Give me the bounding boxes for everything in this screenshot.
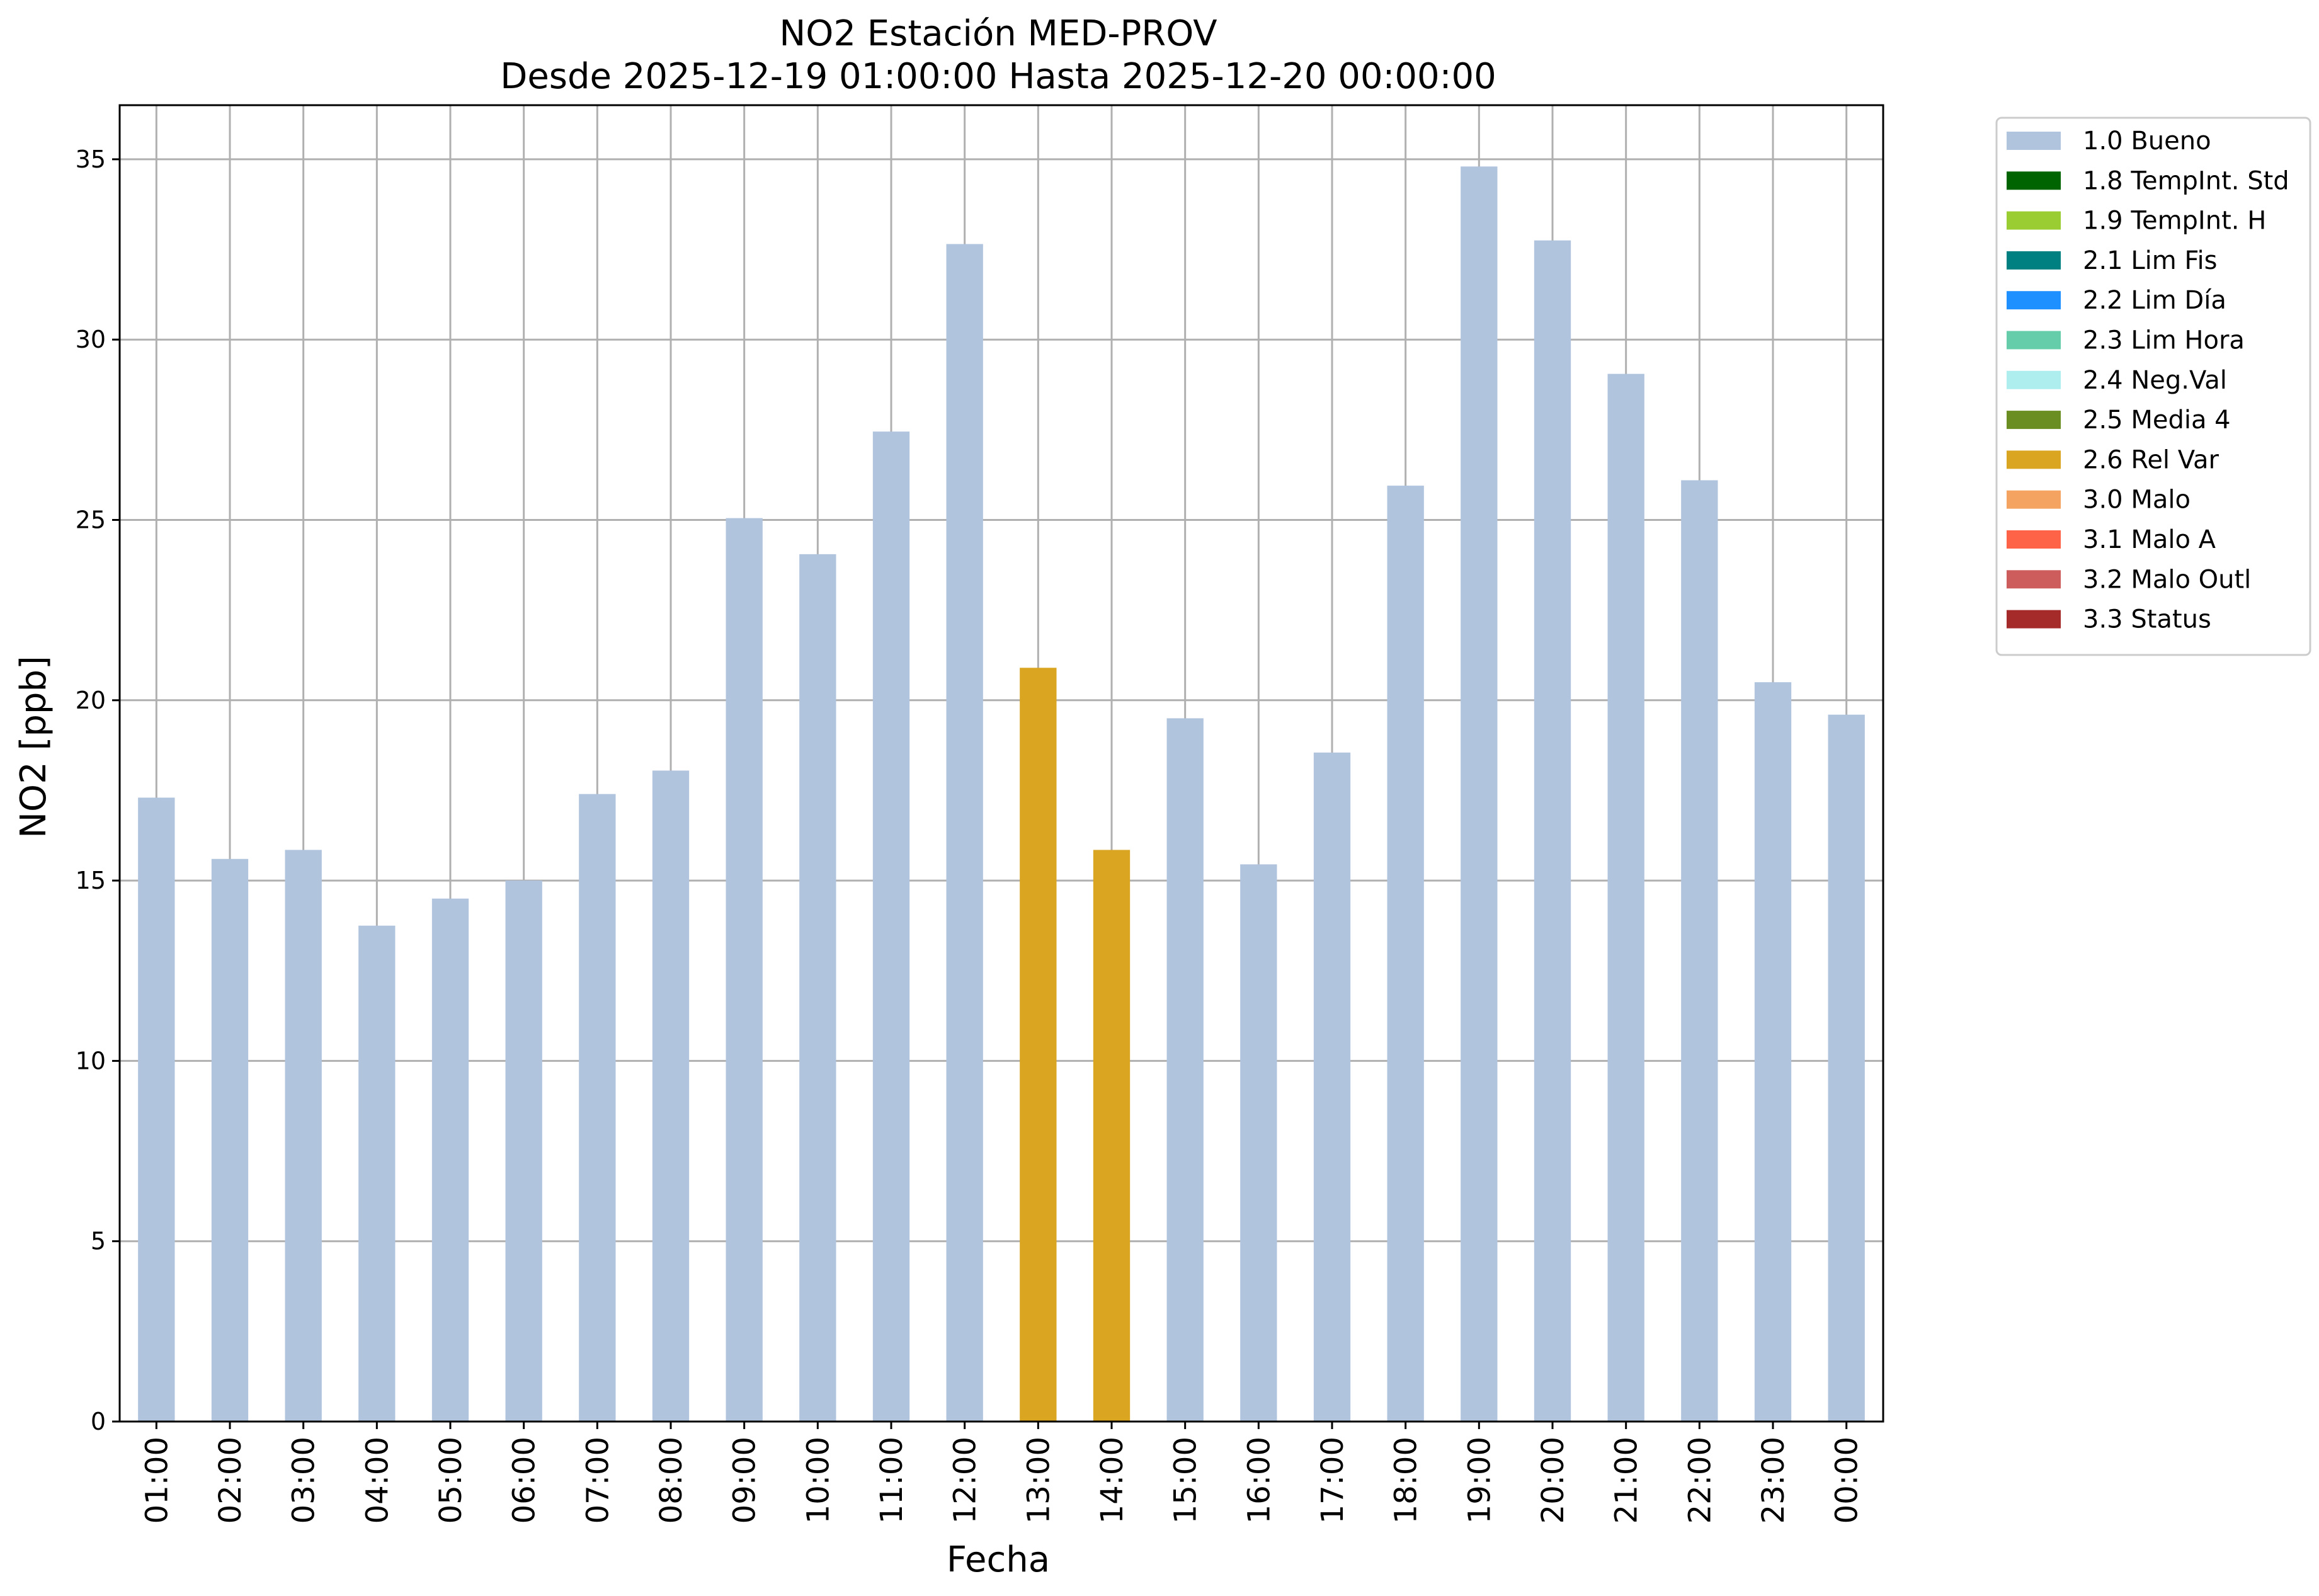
x-tick-label: 02:00 (213, 1437, 248, 1524)
x-tick-label: 12:00 (948, 1437, 983, 1524)
y-tick-label: 0 (91, 1408, 106, 1435)
legend: 1.0 Bueno 1.8 TempInt. Std 1.9 TempInt. H 2… (1995, 117, 2311, 656)
bar-19:00 (1461, 166, 1498, 1422)
x-tick-label: 15:00 (1168, 1437, 1204, 1524)
x-tick-label: 00:00 (1830, 1437, 1865, 1524)
x-tick-label: 03:00 (287, 1437, 322, 1524)
x-tick-label: 20:00 (1536, 1437, 1571, 1524)
legend-swatch (2007, 331, 2061, 350)
bar-09:00 (726, 518, 763, 1422)
bar-22:00 (1681, 480, 1718, 1422)
x-axis-ticks: 01:00 02:00 03:00 04:00 05:00 06:00 07:00 08:00… (139, 1422, 1865, 1524)
legend-swatch (2007, 610, 2061, 629)
x-tick-label: 13:00 (1021, 1437, 1056, 1524)
bar-04:00 (358, 925, 396, 1422)
bar-20:00 (1534, 240, 1571, 1422)
bars (138, 166, 1865, 1422)
y-tick-label: 30 (76, 326, 106, 353)
legend-label: 2.1 Lim Fis (2083, 246, 2217, 275)
x-tick-label: 23:00 (1756, 1437, 1791, 1524)
y-axis-ticks: 0 5 10 15 20 25 30 35 (76, 145, 120, 1435)
legend-label: 3.2 Malo Outl (2083, 565, 2251, 594)
bar-10:00 (799, 554, 836, 1422)
x-tick-label: 17:00 (1315, 1437, 1350, 1524)
x-tick-label: 21:00 (1609, 1437, 1644, 1524)
x-tick-label: 18:00 (1389, 1437, 1424, 1524)
bar-07:00 (579, 794, 616, 1422)
plot-area-frame (118, 104, 1884, 1423)
x-tick-label: 16:00 (1241, 1437, 1277, 1524)
x-tick-label: 14:00 (1095, 1437, 1130, 1524)
chart-subtitle: Desde 2025-12-19 01:00:00 Hasta 2025-12-… (500, 56, 1496, 97)
x-tick-label: 04:00 (360, 1437, 395, 1524)
bar-05:00 (431, 898, 469, 1422)
legend-swatch (2007, 570, 2061, 589)
bar-13:00 (1020, 668, 1057, 1422)
bar-00:00 (1828, 714, 1865, 1422)
legend-swatch (2007, 171, 2061, 190)
legend-label: 2.6 Rel Var (2083, 445, 2219, 474)
y-axis-label: NO2 [ppb] (13, 656, 54, 838)
legend-label: 1.0 Bueno (2083, 127, 2211, 156)
legend-swatch (2007, 132, 2061, 150)
legend-swatch (2007, 291, 2061, 310)
legend-label: 2.3 Lim Hora (2083, 326, 2245, 355)
legend-label: 2.5 Media 4 (2083, 406, 2231, 435)
y-tick-label: 10 (76, 1047, 106, 1074)
bar-02:00 (211, 858, 249, 1422)
bar-12:00 (946, 244, 983, 1422)
legend-swatch (2007, 370, 2061, 389)
legend-swatch (2007, 211, 2061, 230)
chart-title: NO2 Estación MED-PROV (779, 13, 1217, 54)
legend-label: 1.8 TempInt. Std (2083, 166, 2289, 195)
bar-17:00 (1313, 752, 1351, 1422)
legend-label: 2.4 Neg.Val (2083, 366, 2227, 395)
x-tick-label: 09:00 (727, 1437, 763, 1524)
bar-16:00 (1240, 864, 1277, 1422)
x-tick-label: 10:00 (801, 1437, 836, 1524)
bar-03:00 (285, 850, 322, 1422)
bar-23:00 (1754, 682, 1792, 1422)
legend-label: 1.9 TempInt. H (2083, 207, 2266, 236)
x-tick-label: 01:00 (139, 1437, 174, 1524)
y-tick-label: 35 (76, 145, 106, 173)
legend-swatch (2007, 411, 2061, 430)
bar-11:00 (872, 431, 910, 1422)
bar-18:00 (1387, 486, 1424, 1422)
x-tick-label: 22:00 (1682, 1437, 1718, 1524)
legend-swatch (2007, 251, 2061, 270)
legend-frame (1995, 117, 2311, 656)
legend-swatch (2007, 530, 2061, 549)
x-tick-label: 05:00 (433, 1437, 469, 1524)
bar-01:00 (138, 797, 175, 1422)
bar-06:00 (505, 881, 542, 1422)
bar-21:00 (1607, 373, 1644, 1422)
legend-label: 3.0 Malo (2083, 486, 2191, 515)
y-tick-label: 25 (76, 506, 106, 533)
x-tick-label: 08:00 (654, 1437, 689, 1524)
legend-label: 2.2 Lim Día (2083, 286, 2226, 315)
bar-15:00 (1166, 718, 1204, 1422)
x-tick-label: 19:00 (1462, 1437, 1497, 1524)
legend-label: 3.1 Malo A (2083, 525, 2216, 554)
legend-swatch (2007, 490, 2061, 509)
y-tick-label: 5 (91, 1228, 106, 1255)
x-tick-label: 07:00 (580, 1437, 615, 1524)
y-tick-label: 20 (76, 687, 106, 714)
legend-swatch (2007, 450, 2061, 469)
x-axis-label: Fecha (947, 1539, 1050, 1580)
bar-14:00 (1093, 850, 1131, 1422)
legend-label: 3.3 Status (2083, 605, 2211, 634)
x-tick-label: 06:00 (507, 1437, 542, 1524)
bar-08:00 (652, 770, 690, 1422)
x-tick-label: 11:00 (874, 1437, 909, 1524)
y-tick-label: 15 (76, 867, 106, 894)
